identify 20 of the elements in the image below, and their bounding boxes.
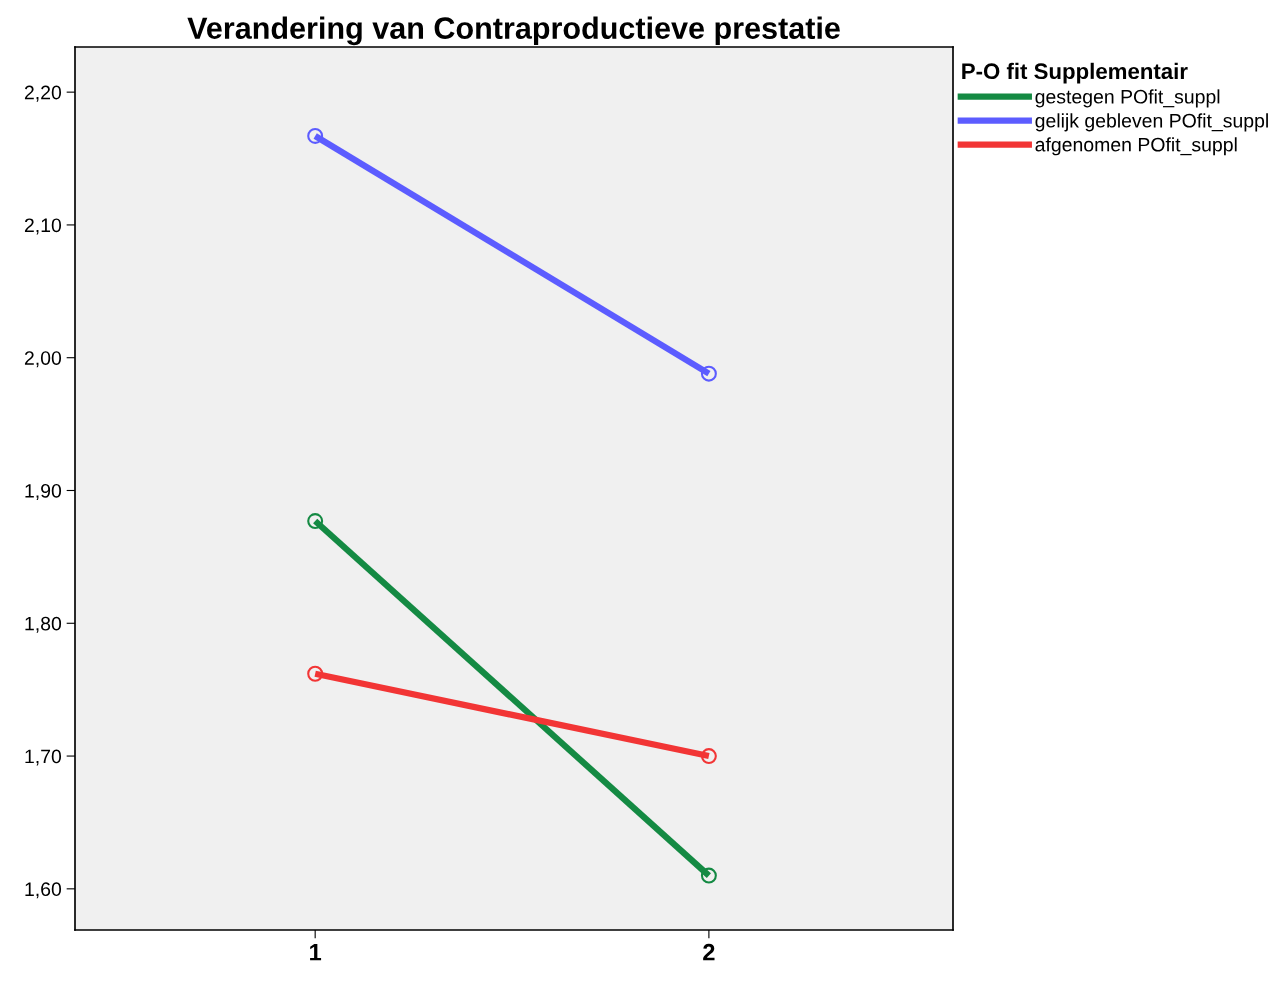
y-tick-label: 1,60 <box>25 882 62 899</box>
x-tick-label: 2 <box>703 943 715 961</box>
y-tick-label: 2,20 <box>24 85 62 102</box>
point <box>307 127 324 144</box>
y-tick-label: 1,70 <box>25 749 62 766</box>
point <box>700 748 717 765</box>
point <box>307 513 324 530</box>
point <box>700 867 717 884</box>
point <box>700 365 717 382</box>
legend-label: gelijk gebleven POfit_suppl <box>1035 113 1268 132</box>
y-tick-label: 1,90 <box>25 483 62 501</box>
y-tick-label: 2,10 <box>24 218 62 235</box>
x-tick-label: 1 <box>310 944 322 961</box>
y-tick-label: 2,00 <box>24 351 62 368</box>
chart-title: Verandering van Contraproductieve prestatie <box>187 16 840 46</box>
legend-title: P-O fit Supplementair <box>962 62 1188 84</box>
y-tick-label: 1,80 <box>25 616 62 633</box>
legend-label: gestegen POfit_suppl <box>1035 89 1220 108</box>
legend-label: afgenomen POfit_suppl <box>1035 137 1237 156</box>
point <box>307 665 324 682</box>
